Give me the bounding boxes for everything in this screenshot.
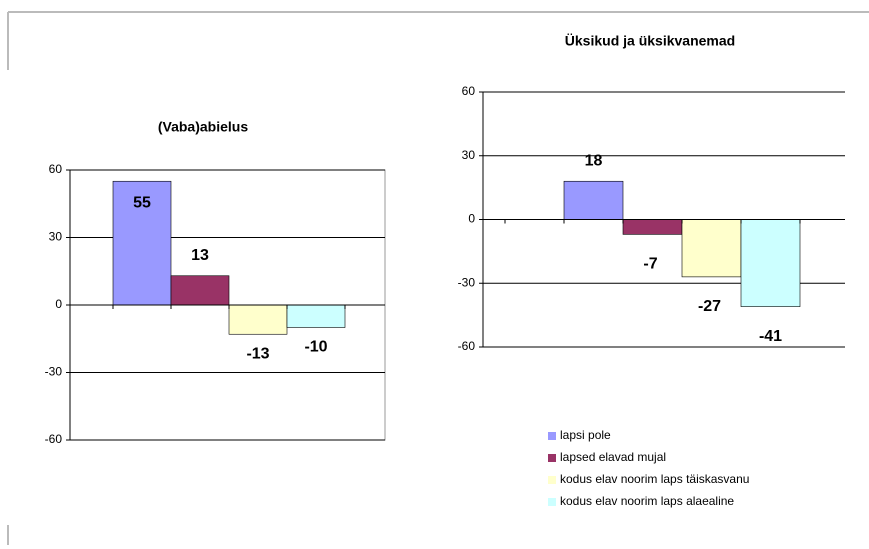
y-tick-label: -60 (45, 432, 63, 446)
legend-label: lapsi pole (560, 428, 611, 442)
y-tick-label: 0 (468, 212, 475, 226)
y-tick-label: 30 (49, 230, 63, 244)
data-label: 13 (191, 247, 209, 264)
legend-label: kodus elav noorim laps alaealine (560, 494, 734, 508)
chart-title: Üksikud ja üksikvanemad (565, 33, 735, 49)
legend-swatch (548, 432, 556, 440)
bar (286, 304, 346, 328)
data-label: -41 (759, 328, 782, 345)
bar (563, 180, 624, 220)
legend-swatch (548, 454, 556, 462)
bar (681, 219, 742, 278)
data-label: -27 (698, 298, 721, 315)
y-tick-label: 0 (55, 297, 62, 311)
chart-title: (Vaba)abielus (158, 119, 248, 135)
legend-swatch (548, 498, 556, 506)
data-label: 55 (133, 194, 151, 211)
data-label: 18 (585, 152, 603, 169)
y-tick-label: -30 (458, 275, 476, 289)
bar (170, 275, 230, 306)
bar (740, 219, 801, 307)
y-tick-label: -30 (45, 365, 63, 379)
data-label: -13 (246, 345, 269, 362)
data-label: -7 (643, 256, 657, 273)
legend-label: kodus elav noorim laps täiskasvanu (560, 472, 749, 486)
data-label: -10 (304, 339, 327, 356)
y-tick-label: 60 (462, 84, 476, 98)
legend-label: lapsed elavad mujal (560, 450, 666, 464)
legend-swatch (548, 476, 556, 484)
y-tick-label: -60 (458, 339, 476, 353)
y-tick-label: 60 (49, 162, 63, 176)
y-tick-label: 30 (462, 148, 476, 162)
bar (228, 304, 288, 335)
bar (112, 180, 172, 306)
bar (622, 219, 683, 235)
